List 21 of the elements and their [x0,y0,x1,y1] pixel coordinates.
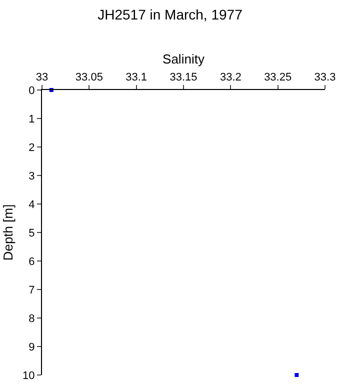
x-tick-label: 33.05 [75,72,103,84]
x-tick-label: 33.2 [220,72,242,84]
y-tick-label: 0 [28,84,35,97]
x-tick-label: 33.15 [170,72,198,84]
y-tick-label: 2 [28,142,35,154]
y-tick-label: 10 [22,370,35,382]
x-axis-title: Salinity [162,52,205,67]
y-tick-label: 4 [28,198,35,211]
x-tick-label: 33 [36,72,48,84]
y-tick-label: 1 [28,113,35,126]
y-tick-label: 6 [28,256,35,268]
x-tick-label: 33.3 [314,72,336,84]
y-tick-label: 7 [28,284,35,296]
x-tick-label: 33.1 [126,72,148,84]
y-axis-title: Depth [m] [0,204,16,261]
y-tick-label: 3 [28,170,35,182]
chart-title: JH2517 in March, 1977 [98,6,243,22]
y-tick-label: 8 [28,312,35,325]
x-tick-label: 33.25 [264,72,292,84]
y-tick-label: 9 [28,341,35,354]
y-tick-label: 5 [28,227,35,240]
